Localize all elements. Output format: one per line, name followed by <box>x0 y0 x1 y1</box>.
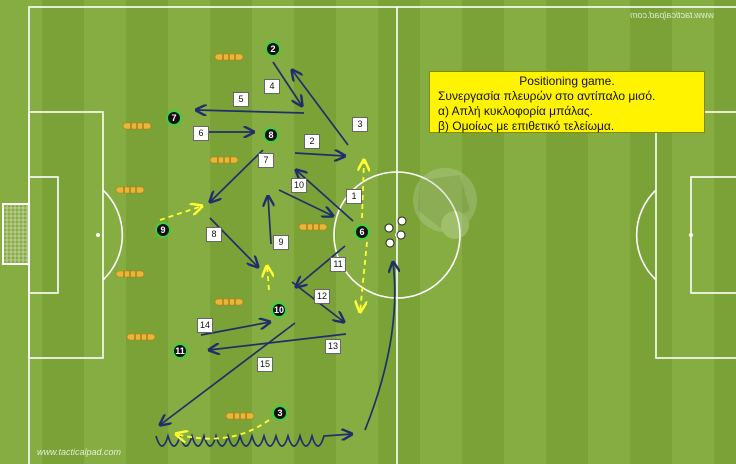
player-6[interactable]: 6 <box>354 224 370 240</box>
pass-7 <box>210 149 264 202</box>
pass-10 <box>278 189 333 216</box>
pass-5 <box>196 110 305 113</box>
run-arrows <box>159 160 368 439</box>
penalty-spot-left <box>96 233 100 237</box>
label-4: 4 <box>264 79 280 94</box>
dummy-7 <box>214 298 244 306</box>
pass-11 <box>296 245 346 287</box>
label-9: 9 <box>273 235 289 250</box>
watermark-bottom: www.tacticalpad.com <box>37 447 122 457</box>
player-11[interactable]: 11 <box>172 343 188 359</box>
ball-icon <box>385 238 395 248</box>
dummy-2 <box>122 122 152 130</box>
dummy-1 <box>214 53 244 61</box>
run-10 <box>267 266 269 291</box>
goal-net <box>2 203 30 265</box>
grass-stripe <box>252 0 294 464</box>
watermark-top: www.tacticalpad.com <box>630 10 715 20</box>
label-6: 6 <box>193 126 209 141</box>
label-2: 2 <box>304 134 320 149</box>
label-7: 7 <box>258 153 274 168</box>
player-10[interactable]: 10 <box>271 302 287 318</box>
dribble-wave <box>155 434 352 447</box>
dummy-6 <box>115 270 145 278</box>
label-5: 5 <box>233 92 249 107</box>
player-8[interactable]: 8 <box>263 127 279 143</box>
instructions-line-1: Συνεργασία πλευρών στο αντίπαλο μισό. <box>438 89 656 103</box>
penalty-spot-right <box>689 233 693 237</box>
run-6-down <box>360 241 368 312</box>
label-1: 1 <box>346 189 362 204</box>
grass-stripe <box>294 0 336 464</box>
pass-13 <box>209 333 347 350</box>
run-6-up <box>362 160 364 219</box>
pass-4 <box>272 61 302 106</box>
instructions-title: Positioning game. <box>519 74 615 88</box>
dummy-3 <box>209 156 239 164</box>
player-2[interactable]: 2 <box>265 41 281 57</box>
centre-logo-ball <box>413 168 477 239</box>
pass-15 <box>160 322 296 425</box>
instructions-box: Positioning game. Συνεργασία πλευρών στο… <box>429 71 705 133</box>
grass-stripe <box>168 0 210 464</box>
label-10: 10 <box>291 178 307 193</box>
label-8: 8 <box>206 227 222 242</box>
label-14: 14 <box>197 318 213 333</box>
run-3 <box>176 419 270 439</box>
run-curve <box>364 262 395 431</box>
dummy-5 <box>298 223 328 231</box>
ball-icon <box>384 223 394 233</box>
grass-stripe <box>588 0 630 464</box>
grass-stripe <box>84 0 126 464</box>
grass-stripe <box>672 0 714 464</box>
player-9[interactable]: 9 <box>155 222 171 238</box>
label-13: 13 <box>325 339 341 354</box>
label-11: 11 <box>330 257 346 272</box>
grass-stripe <box>42 0 84 464</box>
label-3: 3 <box>352 117 368 132</box>
ball-icon <box>396 230 406 240</box>
dummy-9 <box>225 412 255 420</box>
player-7[interactable]: 7 <box>166 110 182 126</box>
dummy-4 <box>115 186 145 194</box>
instructions-line-3: β) Ομοίως με επιθετικό τελείωμα. <box>438 119 615 133</box>
player-3[interactable]: 3 <box>272 405 288 421</box>
instructions-line-2: α) Απλή κυκλοφορία μπάλας. <box>438 104 594 118</box>
pass-9 <box>268 196 271 245</box>
label-15: 15 <box>257 357 273 372</box>
balls <box>384 216 407 248</box>
grass-stripe <box>714 0 736 464</box>
run-9 <box>159 206 202 221</box>
pass-2 <box>294 153 345 156</box>
grass-stripe <box>504 0 546 464</box>
ball-icon <box>397 216 407 226</box>
pass-3 <box>292 70 349 146</box>
pass-8 <box>209 217 258 267</box>
grass-stripe <box>546 0 588 464</box>
grass-stripe <box>462 0 504 464</box>
dummy-8 <box>126 333 156 341</box>
label-12: 12 <box>314 289 330 304</box>
